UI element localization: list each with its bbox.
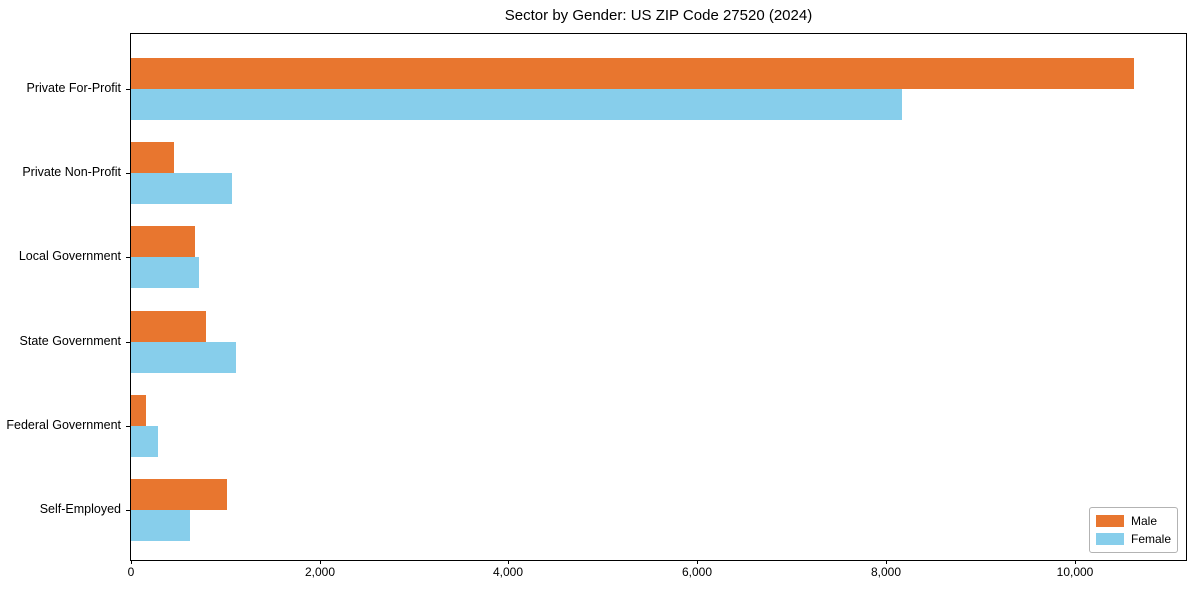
bar-male-2 [131,142,174,174]
bar-female-1 [131,89,902,120]
x-label-4,000: 4,000 [492,565,524,579]
y-axis-labels: Private For-Profit Private Non-Profit Loca… [0,33,121,561]
bar-male-6 [131,479,227,510]
legend-label-male: Male [1131,513,1158,528]
bar-male-3 [131,226,195,258]
y-tick-mark [126,173,130,174]
y-tick-mark [126,89,130,90]
y-label-4: State Government [19,334,121,348]
x-label-0: 0 [127,565,135,579]
y-label-1: Private For-Profit [26,81,121,95]
y-label-6: Self-Employed [39,502,121,516]
plot-area: Male Female [126,33,1187,564]
bar-male-5 [131,394,146,426]
x-label-10,000: 10,000 [1056,565,1094,579]
x-tick-mark [697,560,698,564]
bar-female-4 [131,341,236,373]
y-tick-mark [126,510,130,511]
x-tick-mark [508,560,509,564]
x-axis-labels: 0 2,000 4,000 6,000 8,000 10,000 [127,565,1187,585]
legend-swatch-female [1096,533,1124,545]
x-tick-mark [320,560,321,564]
legend-item-male: Male [1096,513,1171,528]
bar-female-5 [131,425,158,457]
y-label-3: Local Government [18,249,121,263]
bar-female-2 [131,173,232,205]
y-tick-mark [126,342,130,343]
bar-male-4 [131,310,206,342]
bar-male-1 [131,58,1134,89]
x-label-8,000: 8,000 [870,565,902,579]
legend-item-female: Female [1096,531,1172,546]
y-tick-mark [126,257,130,258]
x-label-6,000: 6,000 [681,565,713,579]
bar-female-6 [131,510,190,541]
bar-female-3 [131,257,199,289]
legend-swatch-male [1096,515,1124,527]
y-label-2: Private Non-Profit [22,165,121,179]
x-tick-mark [131,560,132,564]
y-tick-mark [126,426,130,427]
x-tick-mark [1075,560,1076,564]
chart-title: Sector by Gender: US ZIP Code 27520 (202… [504,7,813,24]
legend: Male Female [1089,507,1178,553]
x-label-2,000: 2,000 [304,565,336,579]
y-label-5: Federal Government [6,418,121,432]
x-tick-mark [886,560,887,564]
legend-label-female: Female [1131,531,1172,546]
